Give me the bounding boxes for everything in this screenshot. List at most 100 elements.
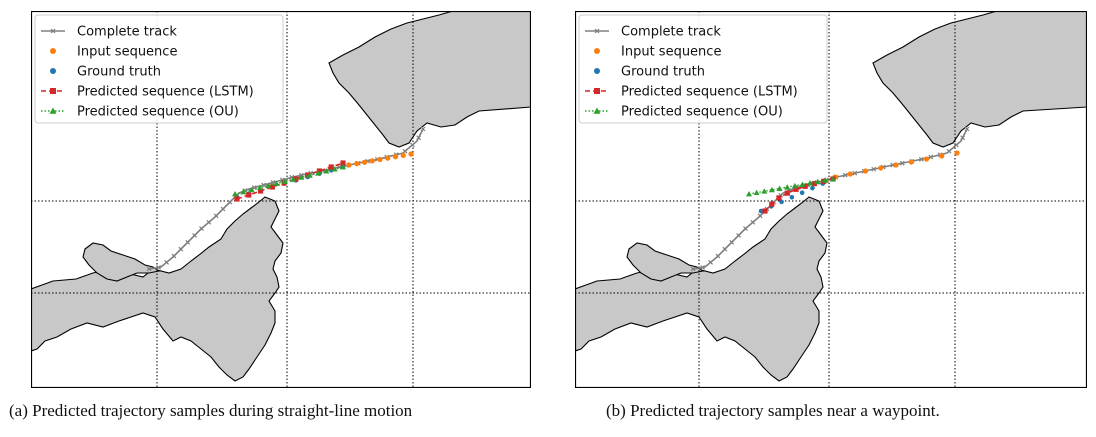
input-point-4 [893,162,899,168]
cross-marker-icon [220,206,226,212]
cross-marker-icon [420,126,426,132]
ou-marker-6 [791,182,798,189]
ou-marker-5 [273,180,280,187]
ou-marker-2 [248,186,255,193]
track-marker-28 [928,154,934,160]
dot-marker-icon [50,48,56,54]
lstm-marker-6 [305,172,311,178]
input-point-3 [369,158,375,164]
track-marker-5 [729,239,735,245]
track-marker-2 [708,259,714,265]
track-marker-32 [960,135,966,141]
lstm-marker-0 [234,196,240,202]
lstm-marker-0 [762,208,768,214]
panel-a: Complete track Input sequence Ground truth… [31,11,531,388]
lstm-marker-4 [793,186,799,192]
track-marker-6 [736,233,741,238]
cross-marker-icon [146,266,152,272]
lstm-marker-1 [246,192,252,198]
track-marker-31 [954,142,959,148]
track-marker-2 [164,259,170,265]
caption-a: (a) Predicted trajectory samples during … [9,401,413,420]
track-marker-16 [270,180,276,185]
track-marker-0 [690,266,696,272]
ou-marker-11 [323,168,330,174]
track-marker-15 [261,182,267,188]
map-plot-a: Complete track Input sequence Ground truth… [31,11,531,388]
track-marker-0 [146,266,152,272]
track-marker-4 [722,246,728,252]
cross-marker-icon [757,213,763,219]
triangle-marker-icon [49,107,57,114]
track-marker-27 [918,156,924,162]
track-marker-3 [715,253,721,259]
cross-marker-icon [261,182,267,188]
track-marker-10 [220,206,226,212]
cross-marker-icon [594,28,600,34]
ground-truth-point-2 [779,199,784,205]
track-marker-9 [757,213,763,219]
ou-marker-9 [306,172,313,178]
ou-marker-7 [799,181,806,187]
ou-marker-10 [315,170,322,176]
track-marker-33 [964,126,970,132]
cross-marker-icon [213,213,219,219]
track-marker-8 [206,219,212,225]
legend-label-2: Ground truth [621,65,705,80]
input-point-4 [377,156,383,163]
square-marker-icon [594,88,600,94]
plot-frame [575,11,1087,388]
cross-marker-icon [954,142,959,148]
track-marker-3 [171,253,177,259]
triangle-marker-icon [593,107,601,114]
ou-marker-5 [784,184,791,190]
lstm-line [236,162,344,200]
lstm-marker-6 [811,181,817,187]
input-point-5 [385,155,391,161]
input-point-7 [939,153,945,159]
cross-marker-icon [185,239,191,245]
land-south [575,196,828,382]
input-point-2 [361,159,368,165]
dot-marker-icon [594,68,600,74]
ou-marker-0 [232,191,238,197]
track-marker-6 [192,233,197,238]
cross-marker-icon [743,226,748,232]
lstm-marker-8 [328,164,334,170]
cross-marker-icon [50,28,56,34]
cross-marker-icon [715,253,721,259]
input-point-2 [862,168,869,174]
lstm-marker-2 [257,188,264,194]
land-west [626,242,705,282]
ou-marker-4 [265,182,272,189]
cross-marker-icon [164,259,170,265]
lstm-marker-9 [340,160,346,166]
track-marker-4 [178,246,184,252]
cross-marker-icon [899,160,905,166]
lstm-marker-2 [776,195,782,201]
track-marker-32 [416,135,422,141]
ou-marker-4 [776,185,783,191]
cross-marker-icon [690,266,696,272]
legend-label-2: Ground truth [77,65,161,80]
track-marker-33 [420,126,426,132]
cross-marker-icon [416,135,422,141]
input-point-1 [847,171,853,177]
lstm-marker-3 [784,190,790,196]
input-point-5 [908,159,914,165]
track-marker-25 [899,160,905,166]
cross-marker-icon [270,180,276,185]
cross-marker-icon [199,226,204,232]
track-marker-31 [410,142,415,148]
ou-marker-12 [331,166,338,172]
input-point-3 [878,165,884,171]
track-marker-8 [750,219,756,225]
legend-box [34,14,284,124]
legend-label-0: Complete track [77,25,177,40]
cross-marker-icon [279,177,285,183]
ou-marker-3 [768,186,775,193]
lstm-marker-7 [316,168,323,174]
panel-b: Complete track Input sequence Ground truth… [575,11,1087,388]
cross-marker-icon [178,246,184,252]
ou-marker-13 [340,164,346,170]
